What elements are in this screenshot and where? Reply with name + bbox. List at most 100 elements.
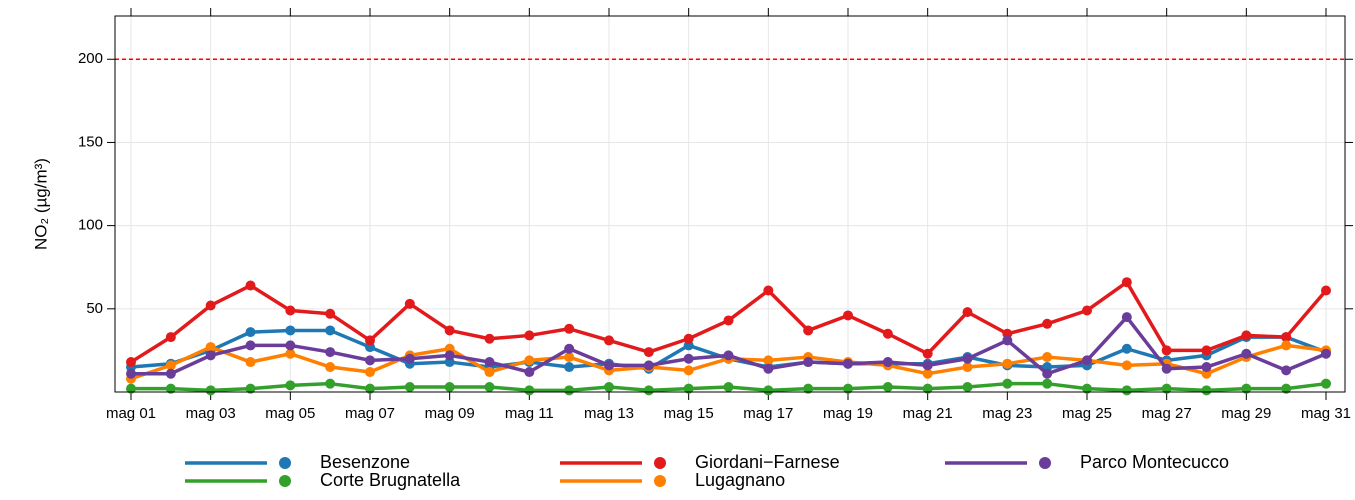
data-point — [285, 380, 296, 391]
x-tick-label: mag 23 — [982, 405, 1032, 422]
data-point — [285, 305, 296, 316]
y-axis-label: NO₂ (µg/m³) — [31, 158, 50, 250]
data-point — [165, 332, 176, 343]
data-point — [126, 357, 136, 368]
data-point — [922, 348, 933, 359]
data-point — [1002, 335, 1013, 346]
data-point — [165, 368, 176, 379]
data-point — [365, 335, 375, 346]
data-point — [962, 362, 973, 373]
data-point — [1281, 365, 1292, 376]
y-tick-label: 50 — [86, 300, 103, 317]
data-point — [962, 353, 973, 364]
data-point — [325, 325, 336, 336]
data-point — [1121, 343, 1132, 354]
data-point — [1121, 385, 1132, 396]
data-point — [205, 385, 216, 396]
data-point — [763, 363, 774, 374]
data-point — [803, 357, 814, 368]
legend-dot — [1039, 457, 1051, 469]
data-point — [763, 285, 774, 296]
data-point — [484, 382, 495, 393]
x-tick-label: mag 13 — [584, 405, 634, 422]
data-point — [604, 360, 614, 371]
data-point — [285, 325, 296, 336]
x-tick-label: mag 31 — [1301, 405, 1351, 422]
legend-label: Giordani−Farnese — [695, 452, 840, 472]
x-tick-label: mag 07 — [345, 405, 395, 422]
x-tick-label: mag 29 — [1221, 405, 1271, 422]
data-point — [882, 328, 893, 339]
data-point — [1082, 383, 1092, 394]
data-point — [803, 325, 814, 336]
data-point — [1201, 345, 1212, 356]
data-point — [1321, 348, 1331, 359]
data-point — [564, 323, 575, 334]
data-point — [763, 385, 774, 396]
data-point — [245, 383, 256, 394]
x-tick-label: mag 01 — [106, 405, 156, 422]
data-point — [484, 333, 495, 344]
data-point — [604, 382, 614, 393]
x-tick-label: mag 15 — [664, 405, 714, 422]
x-tick-label: mag 11 — [505, 405, 554, 422]
data-point — [285, 348, 296, 359]
data-point — [843, 310, 853, 321]
data-point — [843, 383, 853, 394]
data-point — [922, 360, 933, 371]
legend-dot — [654, 457, 666, 469]
data-point — [1042, 378, 1053, 389]
data-point — [1002, 378, 1013, 389]
data-point — [643, 385, 654, 396]
x-tick-label: mag 21 — [903, 405, 953, 422]
data-point — [285, 340, 296, 351]
data-point — [1121, 312, 1132, 323]
data-point — [763, 355, 774, 366]
data-point — [683, 383, 694, 394]
data-point — [1321, 378, 1331, 389]
data-point — [643, 360, 654, 371]
data-point — [325, 308, 336, 319]
data-point — [524, 355, 535, 366]
x-tick-label: mag 19 — [823, 405, 873, 422]
data-point — [245, 280, 256, 291]
data-point — [1241, 383, 1252, 394]
data-point — [524, 367, 535, 378]
data-point — [1241, 330, 1252, 341]
data-point — [643, 347, 654, 358]
data-point — [325, 378, 336, 389]
legend-label: Lugagnano — [695, 470, 785, 490]
data-point — [683, 333, 694, 344]
data-point — [1002, 358, 1013, 369]
data-point — [683, 365, 694, 376]
data-point — [365, 355, 375, 366]
data-point — [564, 362, 575, 373]
data-point — [1042, 368, 1053, 379]
data-point — [1121, 360, 1132, 371]
x-tick-label: mag 03 — [186, 405, 236, 422]
x-tick-label: mag 27 — [1142, 405, 1192, 422]
data-point — [444, 382, 455, 393]
data-point — [165, 383, 176, 394]
x-tick-label: mag 09 — [425, 405, 475, 422]
data-point — [604, 335, 614, 346]
data-point — [205, 300, 216, 311]
legend-label: Corte Brugnatella — [320, 470, 461, 490]
legend-dot — [279, 475, 291, 487]
data-point — [126, 383, 136, 394]
data-point — [404, 353, 415, 364]
data-point — [245, 340, 256, 351]
x-tick-label: mag 25 — [1062, 405, 1112, 422]
data-point — [444, 350, 455, 361]
data-point — [1281, 332, 1292, 343]
data-point — [1161, 383, 1172, 394]
data-point — [922, 368, 933, 379]
legend-dot — [654, 475, 666, 487]
data-point — [365, 383, 375, 394]
data-point — [484, 357, 495, 368]
data-point — [723, 382, 734, 393]
legend-dot — [279, 457, 291, 469]
data-point — [1321, 285, 1331, 296]
data-point — [1042, 318, 1053, 329]
